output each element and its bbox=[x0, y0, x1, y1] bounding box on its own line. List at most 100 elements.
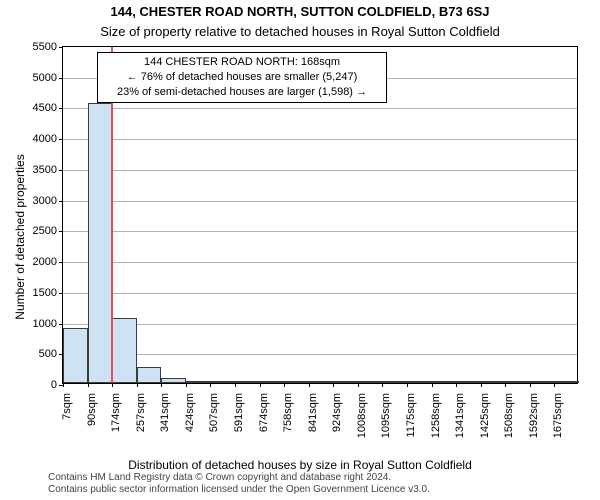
ytick-label: 1500 bbox=[33, 287, 57, 299]
xtick-mark bbox=[260, 383, 261, 387]
xtick-label: 507sqm bbox=[208, 393, 220, 432]
histogram-bar bbox=[333, 381, 358, 383]
ytick-mark bbox=[59, 47, 63, 48]
y-axis-label: Number of detached properties bbox=[13, 147, 27, 327]
xtick-mark bbox=[235, 383, 236, 387]
ytick-label: 500 bbox=[39, 348, 57, 360]
x-axis-label: Distribution of detached houses by size … bbox=[0, 458, 600, 472]
ytick-label: 4500 bbox=[33, 102, 57, 114]
gridline-h bbox=[63, 293, 577, 294]
title-address: 144, CHESTER ROAD NORTH, SUTTON COLDFIEL… bbox=[0, 4, 600, 19]
gridline-h bbox=[63, 262, 577, 263]
xtick-label: 1008sqm bbox=[356, 393, 368, 438]
histogram-bar bbox=[235, 381, 260, 383]
ytick-label: 5000 bbox=[33, 72, 57, 84]
ytick-mark bbox=[59, 262, 63, 263]
ytick-label: 3000 bbox=[33, 195, 57, 207]
xtick-label: 1341sqm bbox=[454, 393, 466, 438]
histogram-bar bbox=[137, 367, 162, 383]
histogram-bar bbox=[481, 381, 506, 383]
xtick-mark bbox=[554, 383, 555, 387]
xtick-label: 1592sqm bbox=[528, 393, 540, 438]
histogram-bar bbox=[112, 318, 137, 383]
xtick-label: 841sqm bbox=[307, 393, 319, 432]
xtick-mark bbox=[137, 383, 138, 387]
gridline-h bbox=[63, 354, 577, 355]
xtick-mark bbox=[309, 383, 310, 387]
xtick-label: 1095sqm bbox=[380, 393, 392, 438]
ytick-label: 2000 bbox=[33, 256, 57, 268]
xtick-mark bbox=[186, 383, 187, 387]
histogram-bar bbox=[210, 381, 235, 383]
histogram-bar bbox=[382, 381, 407, 383]
title-subtitle: Size of property relative to detached ho… bbox=[0, 24, 600, 39]
xtick-mark bbox=[161, 383, 162, 387]
xtick-mark bbox=[456, 383, 457, 387]
histogram-bar bbox=[554, 381, 579, 383]
histogram-bar bbox=[456, 381, 481, 383]
xtick-mark bbox=[88, 383, 89, 387]
xtick-mark bbox=[432, 383, 433, 387]
ytick-mark bbox=[59, 201, 63, 202]
xtick-label: 1425sqm bbox=[479, 393, 491, 438]
histogram-bar bbox=[530, 381, 555, 383]
xtick-mark bbox=[505, 383, 506, 387]
ytick-label: 0 bbox=[51, 379, 57, 391]
gridline-h bbox=[63, 324, 577, 325]
xtick-mark bbox=[382, 383, 383, 387]
ytick-mark bbox=[59, 324, 63, 325]
copyright-notice: Contains HM Land Registry data © Crown c… bbox=[48, 472, 588, 496]
ytick-mark bbox=[59, 139, 63, 140]
histogram-bar bbox=[407, 381, 432, 383]
notice-line-1: Contains HM Land Registry data © Crown c… bbox=[48, 472, 391, 483]
histogram-plot-area: 0500100015002000250030003500400045005000… bbox=[62, 46, 578, 384]
xtick-mark bbox=[530, 383, 531, 387]
xtick-label: 257sqm bbox=[135, 393, 147, 432]
xtick-mark bbox=[210, 383, 211, 387]
histogram-bar bbox=[505, 381, 530, 383]
ytick-label: 2500 bbox=[33, 225, 57, 237]
histogram-bar bbox=[88, 103, 113, 383]
xtick-mark bbox=[333, 383, 334, 387]
xtick-label: 758sqm bbox=[282, 393, 294, 432]
histogram-bar bbox=[186, 381, 211, 383]
gridline-h bbox=[63, 201, 577, 202]
histogram-bar bbox=[358, 381, 383, 383]
xtick-label: 1258sqm bbox=[430, 393, 442, 438]
annotation-line-1: 144 CHESTER ROAD NORTH: 168sqm bbox=[144, 56, 340, 68]
xtick-label: 7sqm bbox=[61, 393, 73, 420]
xtick-label: 424sqm bbox=[184, 393, 196, 432]
annotation-box: 144 CHESTER ROAD NORTH: 168sqm← 76% of d… bbox=[97, 52, 387, 103]
xtick-mark bbox=[407, 383, 408, 387]
gridline-h bbox=[63, 170, 577, 171]
xtick-mark bbox=[358, 383, 359, 387]
xtick-label: 591sqm bbox=[233, 393, 245, 432]
histogram-bar bbox=[309, 381, 334, 383]
histogram-bar bbox=[260, 381, 285, 383]
ytick-mark bbox=[59, 293, 63, 294]
ytick-mark bbox=[59, 108, 63, 109]
xtick-label: 924sqm bbox=[331, 393, 343, 432]
histogram-bar bbox=[63, 328, 88, 383]
notice-line-2: Contains public sector information licen… bbox=[48, 484, 430, 495]
xtick-label: 341sqm bbox=[159, 393, 171, 432]
histogram-bar bbox=[432, 381, 457, 383]
gridline-h bbox=[63, 108, 577, 109]
ytick-mark bbox=[59, 78, 63, 79]
ytick-mark bbox=[59, 231, 63, 232]
histogram-bar bbox=[284, 381, 309, 383]
ytick-mark bbox=[59, 170, 63, 171]
xtick-label: 90sqm bbox=[86, 393, 98, 426]
xtick-mark bbox=[481, 383, 482, 387]
xtick-label: 1508sqm bbox=[503, 393, 515, 438]
xtick-mark bbox=[112, 383, 113, 387]
xtick-label: 1675sqm bbox=[552, 393, 564, 438]
gridline-h bbox=[63, 139, 577, 140]
histogram-bar bbox=[161, 378, 186, 383]
xtick-label: 674sqm bbox=[258, 393, 270, 432]
ytick-label: 3500 bbox=[33, 164, 57, 176]
ytick-label: 1000 bbox=[33, 318, 57, 330]
xtick-label: 1175sqm bbox=[405, 393, 417, 437]
gridline-h bbox=[63, 231, 577, 232]
xtick-mark bbox=[63, 383, 64, 387]
